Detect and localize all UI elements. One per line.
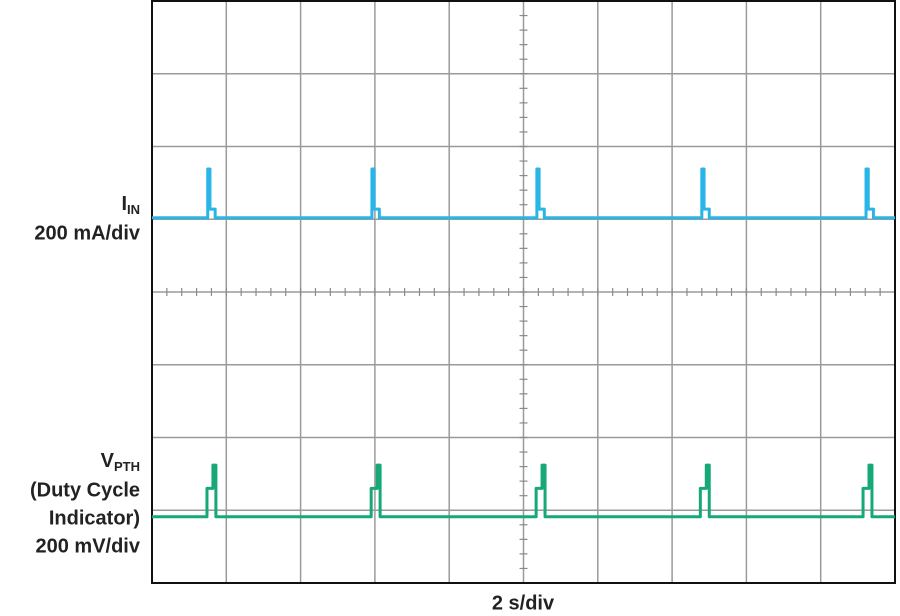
channel-note: 200 mA/div	[34, 222, 140, 244]
channel-label: VPTH	[101, 450, 140, 474]
trace	[152, 463, 895, 519]
plot-frame	[151, 0, 896, 584]
channel-symbol: V	[101, 450, 115, 472]
channel-note: (Duty Cycle	[30, 479, 140, 501]
trace	[152, 167, 895, 220]
channel-subscript: PTH	[114, 459, 140, 474]
channel-note: Indicator)	[49, 507, 140, 529]
channel-label: IIN	[121, 193, 140, 217]
channel-symbol: I	[121, 193, 127, 215]
channel-subscript: IN	[127, 202, 140, 217]
channel-note: 200 mV/div	[35, 535, 140, 557]
x-axis-label: 2 s/div	[492, 592, 555, 614]
